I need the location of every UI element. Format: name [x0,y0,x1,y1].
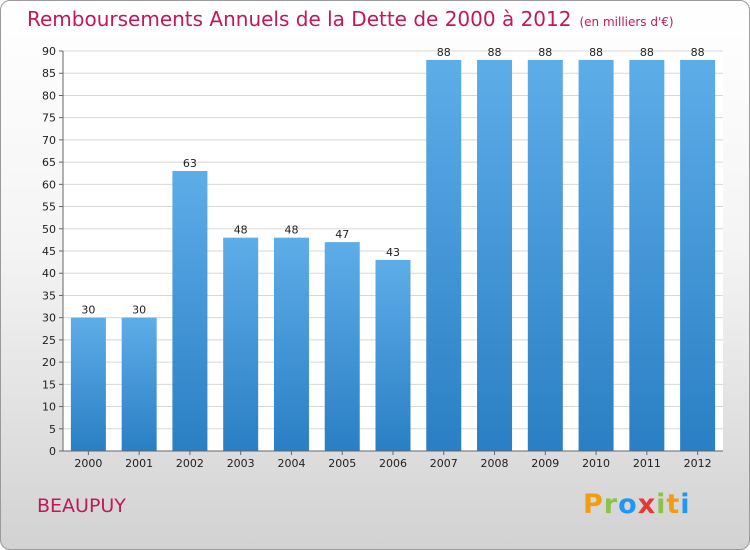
x-tick-label: 2003 [227,457,255,470]
data-label: 30 [81,304,95,317]
y-tick-label: 60 [42,178,56,191]
logo-letter: i [680,489,691,520]
bar [324,242,360,451]
x-tick-label: 2000 [74,457,102,470]
x-tick-label: 2007 [430,457,458,470]
bar [527,59,563,452]
logo-letter: o [618,489,638,520]
y-tick-label: 0 [49,445,56,458]
x-tick-label: 2011 [633,457,661,470]
logo-letter: r [603,489,619,520]
bar [578,59,614,452]
data-label: 88 [640,46,654,59]
data-label: 48 [284,224,298,237]
data-labels: 30 30 63 48 48 47 43 88 88 88 88 88 88 [81,46,704,317]
y-tick-label: 80 [42,89,56,102]
x-tick-label: 2010 [582,457,610,470]
y-tick-label: 90 [42,45,56,58]
data-label: 88 [589,46,603,59]
bar [121,317,157,451]
logo-letter: t [666,489,681,520]
bar [70,317,106,451]
data-label: 88 [538,46,552,59]
data-label: 30 [132,304,146,317]
logo-letter: i [656,489,667,520]
logo-letter: x [637,489,657,520]
data-label: 88 [691,46,705,59]
chart-subtitle: (en milliers d'€) [579,15,674,29]
y-tick-label: 20 [42,356,56,369]
chart-title: Remboursements Annuels de la Dette de 20… [27,7,674,31]
x-tick-label: 2002 [176,457,204,470]
y-axis: 0 5 10 15 20 25 30 35 40 45 50 55 60 65 70 75 80 85 90 [42,45,63,458]
bar [172,171,208,451]
data-label: 47 [335,228,349,241]
logo-letter: P [583,489,604,520]
data-label: 43 [386,246,400,259]
y-tick-label: 10 [42,401,56,414]
y-tick-label: 55 [42,201,56,214]
x-tick-label: 2005 [328,457,356,470]
bar [629,59,665,452]
proxiti-logo: Proxiti [583,489,691,520]
y-tick-label: 15 [42,378,56,391]
y-tick-label: 45 [42,245,56,258]
y-tick-label: 65 [42,156,56,169]
data-label: 88 [488,46,502,59]
bar [477,59,513,452]
chart-title-text: Remboursements Annuels de la Dette de 20… [27,7,572,31]
bars [70,59,716,452]
x-tick-label: 2001 [125,457,153,470]
x-axis: 2000 2001 2002 2003 2004 2005 2006 2007 2008 2009… [74,451,712,470]
x-tick-label: 2004 [277,457,305,470]
bar [375,259,411,451]
y-tick-label: 75 [42,112,56,125]
bar [273,237,309,451]
x-tick-label: 2008 [481,457,509,470]
bar [223,237,259,451]
y-tick-label: 30 [42,312,56,325]
bar [680,59,716,452]
y-tick-label: 50 [42,223,56,236]
data-label: 48 [234,224,248,237]
y-tick-label: 70 [42,134,56,147]
y-tick-label: 85 [42,67,56,80]
y-tick-label: 5 [49,423,56,436]
y-tick-label: 25 [42,334,56,347]
x-tick-label: 2012 [684,457,712,470]
y-tick-label: 35 [42,289,56,302]
commune-name: BEAUPUY [37,495,126,517]
data-label: 88 [437,46,451,59]
data-label: 63 [183,157,197,170]
y-tick-label: 40 [42,267,56,280]
x-tick-label: 2009 [531,457,559,470]
bar [426,59,462,452]
x-tick-label: 2006 [379,457,407,470]
